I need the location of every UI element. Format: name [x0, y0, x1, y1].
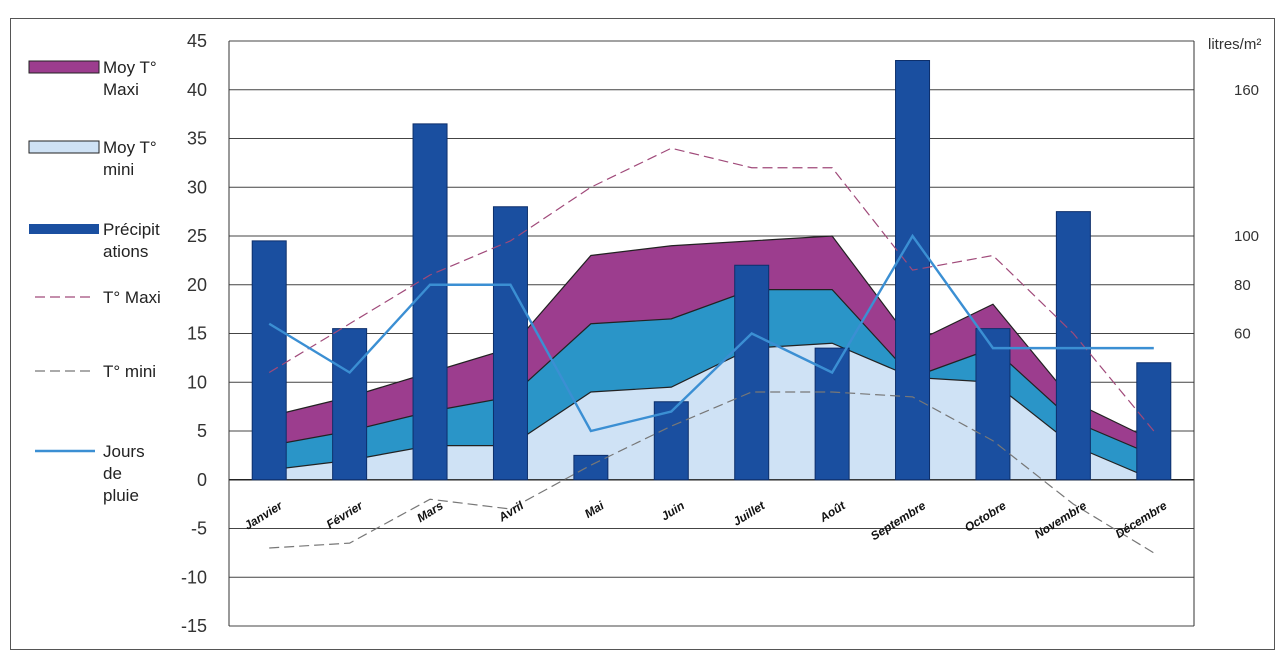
y-tick-label-25: 25	[187, 226, 207, 246]
legend-label-jours-de-pluie-1: de	[103, 464, 122, 483]
x-tick-label-avril: Avril	[495, 498, 526, 525]
bar-octobre	[975, 328, 1011, 481]
legend-label-t-maxi-0: T° Maxi	[103, 288, 161, 307]
bar-janvier	[251, 240, 287, 481]
legend-label-jours-de-pluie-2: pluie	[103, 486, 139, 505]
y-tick-label-5: 5	[197, 421, 207, 441]
legend-label-precipit-ations-1: ations	[103, 242, 148, 261]
bar-mai	[573, 454, 609, 481]
bar-aout	[814, 347, 850, 481]
legend-label-precipit-ations-0: Précipit	[103, 220, 160, 239]
line-t-mini	[269, 391, 1155, 554]
y2-tick-label-60: 60	[1234, 326, 1251, 343]
x-tick-label-juillet: Juillet	[730, 498, 768, 529]
y-tick-label-20: 20	[187, 275, 207, 295]
x-tick-label-mars: Mars	[414, 498, 445, 525]
bar-fevrier	[332, 328, 368, 481]
bar-avril	[492, 206, 528, 481]
x-tick-label-septembre: Septembre	[868, 498, 928, 543]
x-tick-label-fevrier: Février	[324, 498, 366, 532]
bar-decembre	[1136, 362, 1172, 481]
line-jours-de-pluie	[268, 233, 1154, 433]
gridlines	[229, 40, 1194, 627]
x-tick-label-octobre: Octobre	[962, 498, 1009, 534]
legend-item-moy-t-maxi: Moy T° Maxi	[28, 58, 157, 99]
climate-chart: Moy T° Maxi Moy T° mini Précipit ations T° Max…	[28, 31, 1261, 636]
y-tick-label--10: -10	[181, 567, 207, 587]
bar-mars	[412, 123, 448, 481]
legend: Moy T° Maxi Moy T° mini Précipit ations T° Max…	[28, 58, 161, 505]
x-tick-label-mai: Mai	[582, 498, 607, 521]
line-t-maxi	[268, 147, 1155, 432]
legend-label-moy-t-maxi-0: Moy T°	[103, 58, 157, 77]
legend-label-jours-de-pluie-0: Jours	[103, 442, 145, 461]
y-tick-label-15: 15	[187, 324, 207, 344]
y2-tick-label-100: 100	[1234, 228, 1259, 245]
legend-label-moy-t-mini-1: mini	[103, 160, 134, 179]
x-tick-label-juin: Juin	[659, 498, 687, 523]
bar-novembre	[1055, 211, 1091, 481]
x-tick-label-janvier: Janvier	[242, 498, 286, 533]
legend-label-moy-t-mini-0: Moy T°	[103, 138, 157, 157]
y-tick-label-0: 0	[197, 470, 207, 490]
legend-item-precipit-ations: Précipit ations	[29, 220, 160, 261]
x-tick-label-decembre: Décembre	[1113, 498, 1170, 541]
y-tick-label--15: -15	[181, 616, 207, 636]
y-tick-label--5: -5	[191, 519, 207, 539]
legend-item-moy-t-mini: Moy T° mini	[28, 138, 157, 179]
legend-swatch-moy-t-mini	[28, 140, 100, 154]
legend-item-t-mini: T° mini	[35, 362, 156, 381]
y2-tick-label-160: 160	[1234, 82, 1259, 99]
y-tick-label-35: 35	[187, 129, 207, 149]
precipitation-bars	[251, 60, 1172, 481]
y-tick-label-40: 40	[187, 80, 207, 100]
legend-swatch-precipit-ations	[29, 224, 99, 234]
chart-frame: Moy T° Maxi Moy T° mini Précipit ations T° Max…	[10, 18, 1275, 650]
x-tick-label-aout: Août	[816, 498, 848, 525]
x-tick-label-novembre: Novembre	[1032, 498, 1089, 541]
legend-label-moy-t-maxi-1: Maxi	[103, 80, 139, 99]
y-tick-label-10: 10	[187, 372, 207, 392]
legend-swatch-moy-t-maxi	[28, 60, 100, 74]
y-tick-label-45: 45	[187, 31, 207, 51]
series-lines	[268, 147, 1155, 554]
bar-juillet	[734, 264, 770, 481]
temperature-areas	[268, 235, 1155, 481]
y2-tick-label-80: 80	[1234, 277, 1251, 294]
legend-label-t-mini-0: T° mini	[103, 362, 156, 381]
legend-item-jours-de-pluie: Jours de pluie	[35, 442, 145, 505]
y-tick-label-30: 30	[187, 177, 207, 197]
y2-axis-title: litres/m²	[1208, 36, 1261, 53]
legend-item-t-maxi: T° Maxi	[35, 288, 161, 307]
